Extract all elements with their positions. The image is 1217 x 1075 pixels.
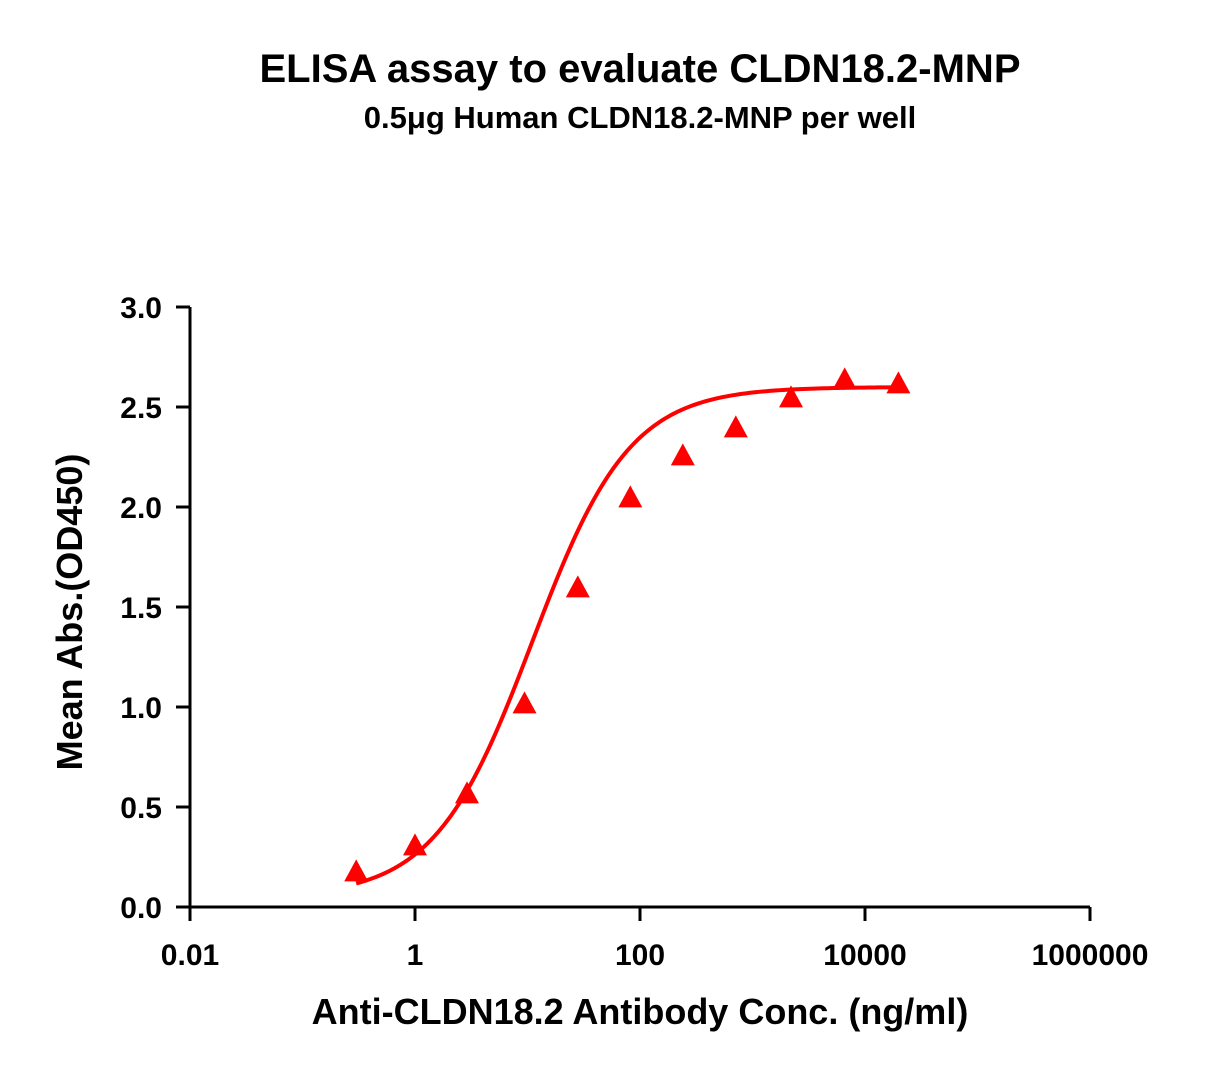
x-tick-label: 1000000 (1032, 939, 1149, 972)
y-tick-label: 0.5 (120, 792, 162, 825)
data-point-triangle (455, 781, 479, 804)
x-tick-label: 100 (615, 939, 665, 972)
y-tick-label: 1.5 (120, 592, 162, 625)
x-tick-label: 10000 (823, 939, 906, 972)
data-point-triangle (779, 385, 803, 408)
y-axis-label: Mean Abs.(OD450) (49, 454, 90, 771)
x-axis-label: Anti-CLDN18.2 Antibody Conc. (ng/ml) (312, 991, 969, 1032)
chart-subtitle: 0.5μg Human CLDN18.2-MNP per well (364, 100, 916, 135)
data-point-triangle (723, 415, 748, 438)
data-point-triangle (670, 443, 695, 466)
x-tick-label: 1 (407, 939, 424, 972)
chart-title: ELISA assay to evaluate CLDN18.2-MNP (260, 47, 1021, 91)
fit-curve (355, 385, 899, 886)
y-tick-label: 2.0 (120, 492, 162, 525)
data-point-triangle (832, 367, 857, 390)
x-axis-ticks: 0.01 1 100 10000 1000000 (161, 907, 1149, 972)
y-tick-label: 0.0 (120, 892, 162, 925)
y-tick-label: 1.0 (120, 692, 162, 725)
data-point-triangle (403, 833, 427, 856)
y-tick-label: 3.0 (120, 292, 162, 325)
data-point-triangle (512, 691, 537, 714)
y-tick-label: 2.5 (120, 392, 162, 425)
data-markers (344, 367, 911, 882)
data-point-triangle (618, 485, 643, 508)
y-axis-ticks: 0.0 0.5 1.0 1.5 2.0 2.5 3.0 (120, 292, 190, 925)
data-point-triangle (886, 371, 911, 394)
x-tick-label: 0.01 (161, 939, 219, 972)
data-point-triangle (344, 859, 369, 882)
axes (188, 307, 1090, 909)
data-point-triangle (565, 575, 590, 598)
